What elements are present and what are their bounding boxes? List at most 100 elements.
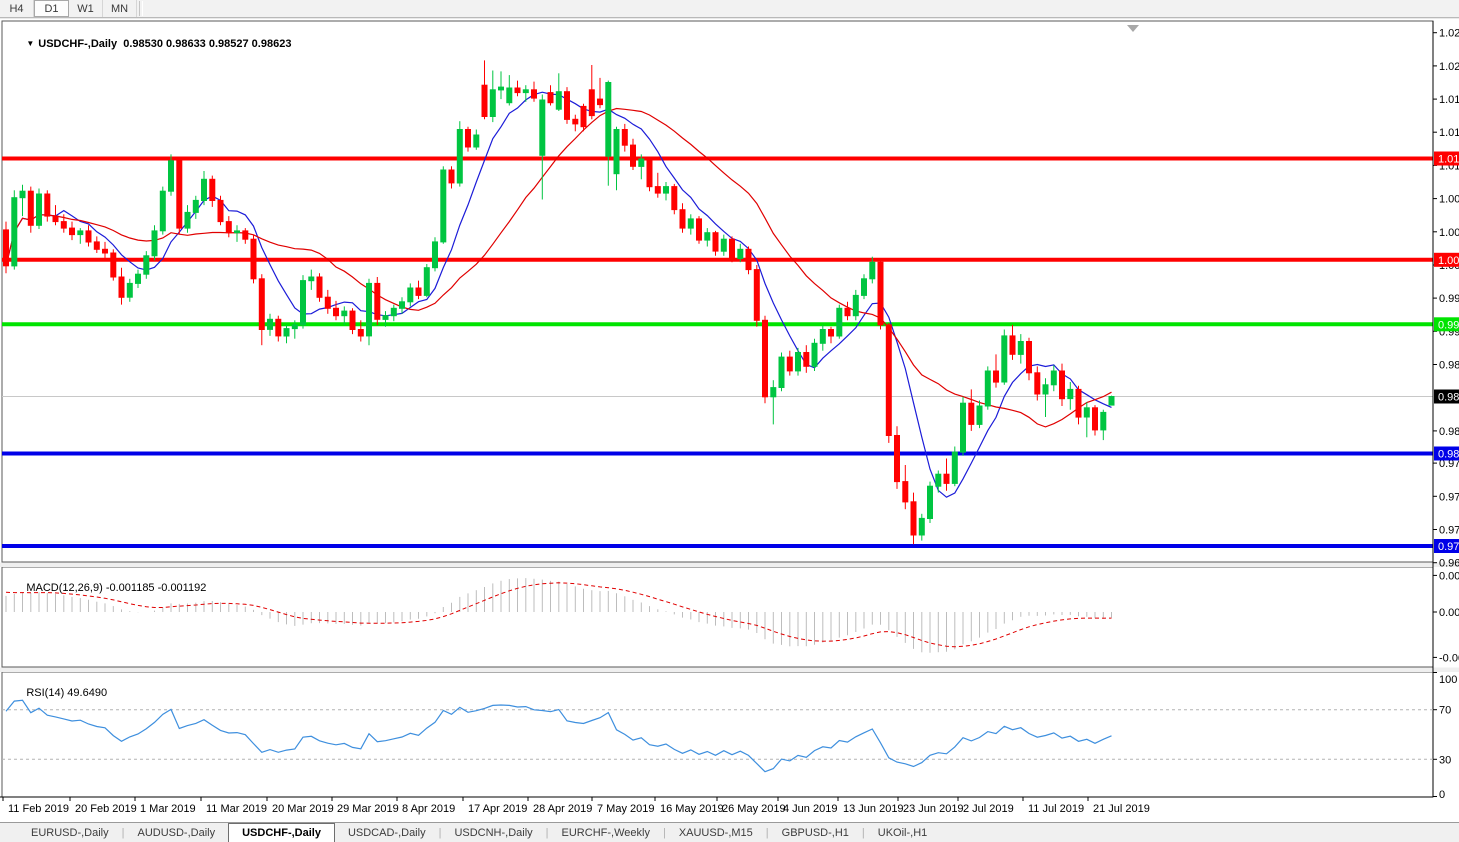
tab-separator: | (765, 826, 769, 839)
candle (555, 73, 562, 111)
candle (69, 221, 75, 241)
candle (1100, 409, 1107, 441)
candle (242, 228, 249, 244)
candle (357, 320, 364, 342)
tab-separator: | (861, 826, 865, 839)
macd-signal-line (5, 582, 1112, 648)
candle (1092, 405, 1098, 436)
date-tick-label: 29 Mar 2019 (337, 803, 399, 815)
chart-tab-eurusd-daily[interactable]: EURUSD-,Daily (31, 826, 109, 839)
timeframe-button-w1[interactable]: W1 (69, 0, 103, 17)
rsi-tick-label: 70 (1439, 705, 1451, 717)
candle (984, 366, 991, 410)
candle (654, 172, 661, 198)
candle (407, 283, 414, 307)
chart-tab-usdcnh-daily[interactable]: USDCNH-,Daily (454, 826, 533, 839)
candle (621, 123, 628, 152)
rsi-indicator-label: RSI(14) 49.6490 (8, 675, 107, 711)
chart-tab-ukoil-h1[interactable]: UKOil-,H1 (877, 826, 928, 839)
date-axis[interactable]: 11 Feb 2019 20 Feb 2019 1 Mar 2019 11 Mar 2… (0, 796, 1433, 815)
macd-name: MACD(12,26,9) (26, 582, 103, 594)
timeframe-button-h4[interactable]: H4 (0, 0, 34, 17)
candle (341, 306, 348, 325)
chart-tab-bar: EURUSD-,Daily | AUDUSD-,Daily USDCHF-,Daily… (0, 822, 1459, 842)
candle (250, 234, 257, 284)
candle (894, 426, 900, 489)
tabbar-lead-space (0, 823, 18, 842)
candle (1017, 334, 1024, 364)
candle (811, 338, 818, 371)
candle (1026, 337, 1032, 381)
candle (679, 203, 686, 233)
macd-tick-label: -0.00761 (1439, 652, 1459, 664)
date-tick-label: 20 Mar 2019 (272, 803, 334, 815)
tab-separator: | (545, 826, 549, 839)
timeframe-button-mn[interactable]: MN (103, 0, 137, 17)
date-tick-label: 11 Mar 2019 (206, 803, 267, 815)
candle (671, 183, 678, 215)
price-tick-label: 1.01490 (1439, 127, 1459, 139)
price-axis[interactable]: 1.025701.022101.018501.014901.011301.007… (1432, 21, 1459, 797)
price-level-badge: 0.97001 (1434, 539, 1459, 553)
candle (819, 324, 826, 351)
candle (960, 396, 966, 456)
rsi-panel: 100 70 30 0 (2, 672, 1457, 801)
candle (390, 304, 397, 322)
candle (803, 345, 810, 373)
candle (1050, 365, 1057, 392)
candle (423, 264, 430, 298)
candle (663, 182, 669, 201)
candle (110, 249, 117, 281)
candle (192, 195, 199, 219)
candle (234, 225, 240, 242)
candle (176, 157, 183, 235)
chart-tab-eurchf-weekly[interactable]: EURCHF-,Weekly (561, 826, 650, 839)
chart-tab-usdchf-daily[interactable]: USDCHF-,Daily (228, 823, 335, 842)
candle (564, 87, 570, 124)
candle (1067, 382, 1074, 410)
chart-canvas[interactable]: 1.025701.022101.018501.014901.011301.007… (0, 20, 1459, 820)
candle (605, 80, 612, 186)
candle (918, 513, 925, 541)
candle (745, 246, 752, 275)
date-tick-label: 21 Jul 2019 (1093, 803, 1150, 815)
candle (778, 352, 785, 392)
candle (201, 171, 207, 206)
candle (300, 275, 306, 329)
price-level-badge: 0.98004 (1434, 446, 1459, 461)
timeframe-button-d1[interactable]: D1 (34, 0, 69, 17)
price-level-badge: 0.99406 (1434, 317, 1459, 332)
chart-tab-xauusd-m15[interactable]: XAUUSD-,M15 (678, 826, 753, 839)
date-tick-label: 20 Feb 2019 (75, 803, 137, 815)
candle (36, 188, 42, 229)
candle (770, 380, 777, 425)
price-level-badge: 1.01205 (1434, 151, 1459, 166)
candle (795, 347, 801, 376)
candle (753, 265, 760, 327)
svg-text:0.97001: 0.97001 (1438, 541, 1459, 553)
candle (762, 315, 768, 404)
candle (258, 274, 265, 346)
price-tick-label: 1.00770 (1439, 194, 1459, 206)
candle (580, 103, 587, 132)
candle (844, 301, 851, 321)
candle (720, 234, 727, 256)
candle (547, 85, 554, 106)
chart-tab-gbpusd-h1[interactable]: GBPUSD-,H1 (781, 826, 849, 839)
candle (1009, 324, 1016, 360)
candle (902, 465, 909, 510)
tab-separator: | (121, 826, 125, 839)
svg-text:1.00106: 1.00106 (1438, 255, 1459, 267)
candle (852, 289, 859, 321)
price-tick-label: 0.97540 (1439, 491, 1459, 503)
chart-shift-marker-icon[interactable] (1127, 25, 1139, 32)
candle (646, 157, 653, 192)
chart-tab-audusd-daily[interactable]: AUDUSD-,Daily (137, 826, 216, 839)
date-tick-label: 13 Jun 2019 (843, 803, 904, 815)
rsi-tick-label: 100 (1439, 674, 1457, 686)
chart-window[interactable]: 1.025701.022101.018501.014901.011301.007… (0, 20, 1459, 820)
chart-tab-usdcad-daily[interactable]: USDCAD-,Daily (347, 826, 426, 839)
candle (143, 251, 150, 279)
candle (85, 225, 92, 247)
